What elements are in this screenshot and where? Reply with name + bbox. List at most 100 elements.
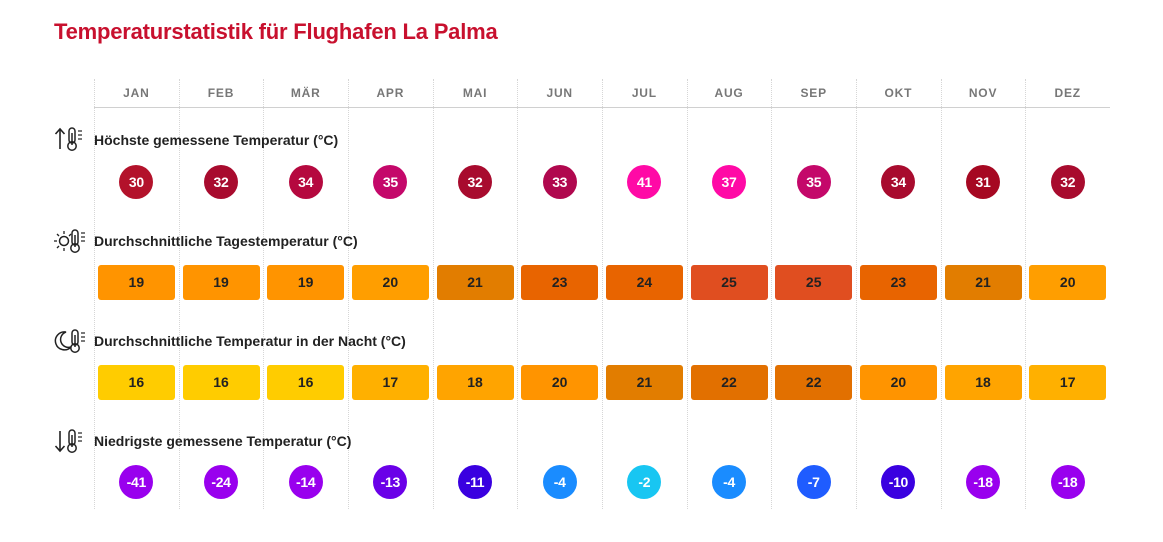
month-cell: 16 (263, 364, 348, 400)
column-divider (178, 79, 180, 509)
column-divider (263, 79, 265, 509)
month-label: APR (376, 86, 405, 100)
month-cell: -4 (687, 464, 772, 500)
row-day: 19 19 19 20 21 23 24 25 25 23 21 20 (94, 264, 1110, 300)
month-cell: 34 (263, 164, 348, 200)
temperature-circle: 37 (712, 165, 747, 199)
month-cell: 20 (517, 364, 602, 400)
month-cell: 17 (1025, 364, 1110, 400)
temperature-box: 20 (859, 364, 937, 400)
temperature-circle: 32 (458, 165, 493, 199)
temperature-box: 22 (775, 364, 853, 400)
temperature-box: 25 (690, 264, 768, 300)
temperature-box: 22 (690, 364, 768, 400)
temperature-box: 17 (351, 364, 429, 400)
month-cell: 19 (94, 264, 179, 300)
month-cell: 32 (1025, 164, 1110, 200)
month-label: MÄR (290, 86, 321, 100)
section-title-night: Durchschnittliche Temperatur in der Nach… (94, 333, 406, 349)
month-cell: -24 (179, 464, 264, 500)
temperature-box: 21 (944, 264, 1022, 300)
month-cell: -41 (94, 464, 179, 500)
column-divider (1025, 79, 1027, 509)
temperature-box: 16 (267, 364, 345, 400)
month-cell: -18 (1025, 464, 1110, 500)
page-title: Temperaturstatistik für Flughafen La Pal… (54, 19, 498, 44)
temperature-box: 25 (775, 264, 853, 300)
month-cell: 41 (602, 164, 687, 200)
temperature-box: 16 (182, 364, 260, 400)
month-cell: -11 (433, 464, 518, 500)
temperature-box: 19 (182, 264, 260, 300)
month-header: JAN FEB MÄR APR MAI JUN JUL AUG SEP OKT NOV DEZ (94, 79, 1110, 108)
temperature-box: 18 (944, 364, 1022, 400)
temperature-box: 24 (605, 264, 683, 300)
section-title-max: Höchste gemessene Temperatur (°C) (94, 132, 339, 148)
temperature-box: 20 (521, 364, 599, 400)
temperature-box: 20 (351, 264, 429, 300)
month-cell: 32 (179, 164, 264, 200)
temperature-circle: -4 (712, 465, 747, 499)
temperature-circle: 34 (288, 165, 323, 199)
temperature-circle: -24 (204, 465, 238, 499)
temperature-box: 23 (521, 264, 599, 300)
month-label: MAI (462, 86, 488, 100)
month-cell: 20 (856, 364, 941, 400)
column-divider (348, 79, 349, 509)
temperature-circle: -7 (796, 465, 831, 499)
row-night: 16 16 16 17 18 20 21 22 22 20 18 17 (94, 364, 1110, 400)
month-cell: -13 (348, 464, 433, 500)
temperature-circle: -2 (627, 465, 662, 499)
month-label: JUN (546, 86, 573, 100)
month-cell: -18 (941, 464, 1026, 500)
temperature-circle: -14 (288, 465, 323, 499)
sun-thermometer-icon (54, 228, 86, 254)
month-cell: 19 (179, 264, 264, 300)
temperature-circle: -13 (373, 465, 408, 499)
temperature-box: 16 (97, 364, 175, 400)
temperature-circle: -18 (966, 465, 1001, 499)
section-title-min: Niedrigste gemessene Temperatur (°C) (94, 433, 352, 449)
month-label: NOV (968, 86, 998, 100)
temperature-box: 19 (267, 264, 345, 300)
section-title-day: Durchschnittliche Tagestemperatur (°C) (94, 233, 358, 249)
month-cell: 33 (517, 164, 602, 200)
column-divider (856, 79, 857, 509)
temperature-circle: -18 (1050, 465, 1085, 499)
row-min: -41 -24 -14 -13 -11 -4 -2 -4 -7 -10 -18 -18 (94, 464, 1110, 500)
month-cell: 24 (602, 264, 687, 300)
column-divider (771, 79, 773, 509)
month-label: DEZ (1054, 86, 1081, 100)
month-cell: -4 (517, 464, 602, 500)
temperature-box: 21 (605, 364, 683, 400)
temperature-circle: 31 (966, 165, 1001, 199)
month-cell: 23 (517, 264, 602, 300)
month-cell: 18 (433, 364, 518, 400)
month-cell: 32 (433, 164, 518, 200)
thermometer-down-icon (54, 428, 86, 454)
temperature-circle: 34 (881, 165, 916, 199)
month-cell: 18 (941, 364, 1026, 400)
temperature-circle: 33 (542, 165, 577, 199)
month-cell: -14 (263, 464, 348, 500)
month-cell: 30 (94, 164, 179, 200)
month-cell: 31 (941, 164, 1026, 200)
month-cell: 25 (687, 264, 772, 300)
month-label: JUL (631, 86, 657, 100)
month-cell: 21 (602, 364, 687, 400)
temperature-box: 18 (436, 364, 514, 400)
temperature-circle: -11 (458, 465, 493, 499)
temperature-circle: 35 (796, 165, 831, 199)
month-cell: 25 (771, 264, 856, 300)
thermometer-up-icon (54, 126, 86, 152)
month-label: SEP (800, 86, 827, 100)
month-cell: 22 (771, 364, 856, 400)
month-label: AUG (714, 86, 744, 100)
month-cell: 35 (348, 164, 433, 200)
temperature-circle: 41 (627, 165, 662, 199)
column-divider (686, 79, 688, 509)
month-cell: 23 (856, 264, 941, 300)
temperature-circle: 32 (1050, 165, 1085, 199)
month-cell: 21 (941, 264, 1026, 300)
month-cell: 35 (771, 164, 856, 200)
